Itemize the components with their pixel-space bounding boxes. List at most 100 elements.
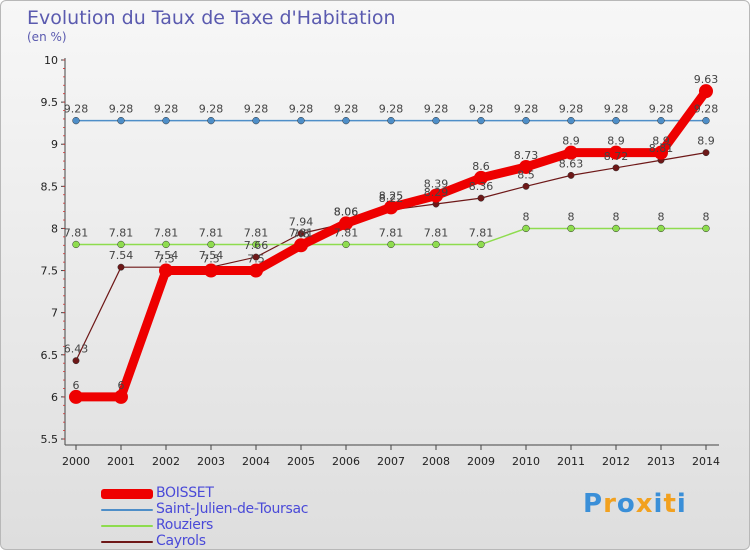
x-tick-label: 2008 — [422, 455, 450, 468]
data-point — [117, 263, 125, 271]
data-label: 8.73 — [514, 149, 539, 162]
data-point — [297, 116, 305, 125]
data-label: 7.81 — [469, 226, 494, 239]
data-label: 8.9 — [697, 135, 715, 148]
data-label: 8.39 — [424, 178, 449, 191]
data-label: 8.81 — [649, 142, 674, 155]
data-label: 6 — [118, 379, 125, 392]
data-label: 9.28 — [289, 103, 314, 116]
logo-letter: x — [635, 489, 654, 519]
data-labels: 6.43 7.54 7.54 7.54 7.66 7.94 8.06 8.22 8.29 8.36… — [64, 73, 719, 392]
data-label: 8.63 — [559, 157, 584, 170]
data-point — [114, 389, 128, 404]
data-point — [117, 240, 125, 249]
data-label: 8.72 — [604, 150, 629, 163]
data-point — [159, 263, 173, 278]
data-label: 9.28 — [649, 103, 674, 116]
data-label: 9.28 — [424, 103, 449, 116]
axes: 5.5 6 6.5 7 7.5 8 8.5 9 9.5 10 2000 2001 2002 2003 200… — [41, 54, 721, 468]
data-point — [522, 116, 530, 125]
data-label: 9.28 — [244, 103, 269, 116]
data-point — [72, 240, 80, 249]
data-point — [612, 116, 620, 125]
x-tick-label: 2010 — [512, 455, 540, 468]
data-label: 9.28 — [64, 103, 89, 116]
x-tick-label: 2006 — [332, 455, 360, 468]
data-point — [522, 224, 530, 233]
data-point — [162, 116, 170, 125]
y-tick-label: 6 — [51, 391, 58, 404]
data-label: 6 — [73, 379, 80, 392]
data-point — [252, 116, 260, 125]
data-point — [432, 116, 440, 125]
data-label: 7.81 — [334, 226, 359, 239]
data-label: 7.81 — [109, 226, 134, 239]
data-label: 7.81 — [244, 226, 269, 239]
legend-swatch — [101, 541, 153, 543]
data-point — [609, 145, 623, 160]
data-point — [207, 240, 215, 249]
legend-label: BOISSET — [156, 485, 214, 501]
data-label: 8 — [658, 210, 665, 223]
data-point — [252, 240, 260, 249]
data-label: 9.63 — [694, 73, 719, 86]
data-point — [567, 171, 575, 179]
data-label: 8.06 — [334, 205, 359, 218]
data-point — [699, 84, 713, 99]
data-label: 9.28 — [694, 103, 719, 116]
data-label: 8.6 — [472, 160, 490, 173]
data-point — [477, 116, 485, 125]
y-tick-label: 7 — [51, 307, 58, 320]
data-label: 7.81 — [154, 226, 179, 239]
data-point — [387, 240, 395, 249]
data-point — [339, 216, 353, 231]
data-point — [72, 357, 80, 365]
data-label: 8.9 — [562, 135, 580, 148]
data-point — [612, 224, 620, 233]
y-tick-label: 6.5 — [41, 349, 59, 362]
x-tick-label: 2012 — [602, 455, 630, 468]
data-label: 7.81 — [289, 226, 314, 239]
data-label: 8.22 — [379, 192, 404, 205]
data-label: 8 — [703, 210, 710, 223]
data-label: 7.81 — [64, 226, 89, 239]
data-label: 7.81 — [424, 226, 449, 239]
data-point — [162, 240, 170, 249]
data-label: 7.5 — [247, 253, 265, 266]
x-tick-label: 2000 — [62, 455, 90, 468]
data-label: 7.94 — [289, 215, 314, 228]
data-point — [654, 145, 668, 160]
logo-letter: t — [663, 489, 677, 519]
x-tick-label: 2009 — [467, 455, 495, 468]
data-label: 7.54 — [109, 249, 134, 262]
y-tick-label: 10 — [44, 54, 58, 67]
data-point — [657, 224, 665, 233]
data-point — [204, 263, 218, 278]
data-point — [612, 164, 620, 172]
x-tick-label: 2014 — [692, 455, 720, 468]
data-point — [702, 149, 710, 157]
legend-label: Saint-Julien-de-Toursac — [156, 501, 309, 517]
data-label: 8.9 — [607, 135, 625, 148]
data-label: 7.54 — [199, 249, 224, 262]
data-label: 7.81 — [199, 226, 224, 239]
data-point — [252, 253, 260, 261]
series-points — [69, 84, 713, 404]
data-label: 9.28 — [514, 103, 539, 116]
data-label: 8.9 — [652, 135, 670, 148]
x-tick-label: 2002 — [152, 455, 180, 468]
legend-label: Rouziers — [156, 517, 214, 533]
data-point — [294, 238, 308, 253]
logo-letter: i — [653, 489, 664, 519]
data-label: 9.28 — [199, 103, 224, 116]
data-label: 9.28 — [379, 103, 404, 116]
data-label: 8.36 — [469, 180, 494, 193]
legend-swatch — [101, 489, 153, 499]
data-label: 7.8 — [292, 227, 310, 240]
data-label: 9.28 — [334, 103, 359, 116]
y-tick-label: 7.5 — [41, 265, 59, 278]
y-tick-label: 8.5 — [41, 180, 59, 193]
data-point — [342, 240, 350, 249]
